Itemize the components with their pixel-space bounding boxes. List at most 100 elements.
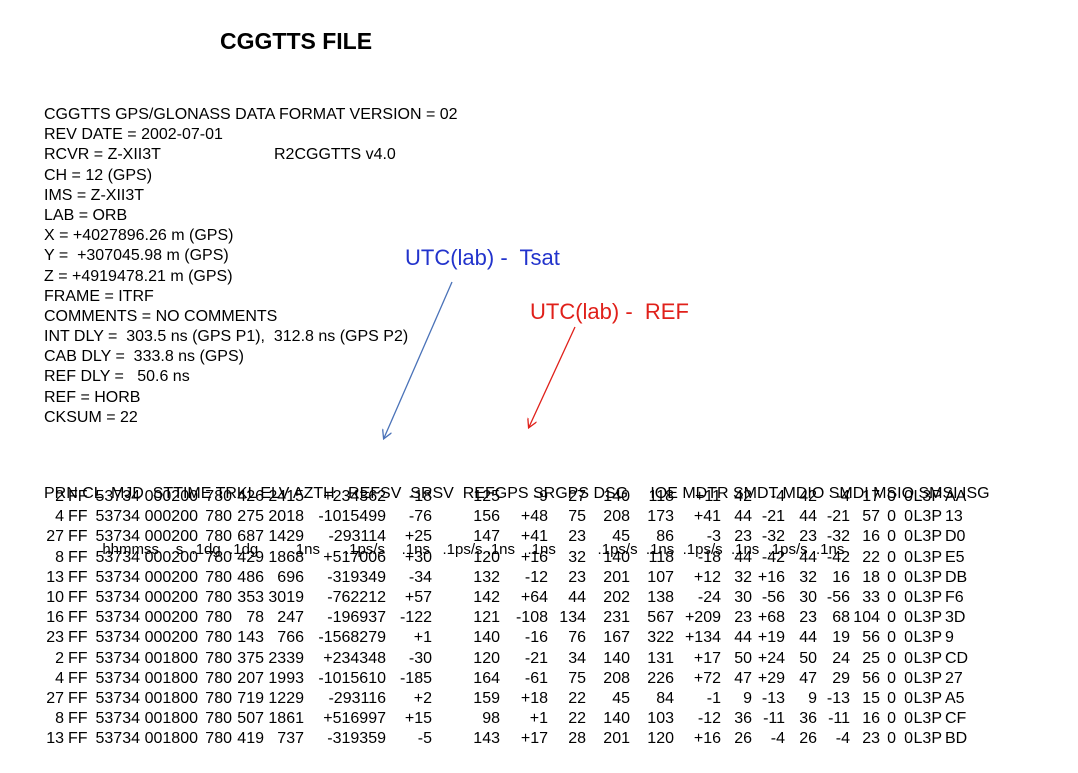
table-cell: -122 <box>399 609 432 627</box>
table-cell: -21 <box>761 508 785 526</box>
table-cell: 138 <box>647 589 674 607</box>
table-cell: FF <box>68 589 88 607</box>
table-cell: 53734 <box>95 629 141 647</box>
table-cell: 53734 <box>95 730 141 748</box>
table-cell: 26 <box>799 730 817 748</box>
table-cell: 0 <box>887 548 896 566</box>
table-cell: 275 <box>237 508 264 526</box>
table-cell: 104 <box>853 609 880 627</box>
table-cell: 33 <box>862 589 880 607</box>
table-cell: 32 <box>734 568 752 586</box>
table-cell: -56 <box>826 589 850 607</box>
table-cell: +16 <box>520 548 548 566</box>
table-cell: 208 <box>603 669 630 687</box>
table-cell: 103 <box>647 710 674 728</box>
table-cell: 0 <box>887 649 896 667</box>
table-cell: 23 <box>862 730 880 748</box>
table-cell: +17 <box>520 730 548 748</box>
table-cell: 23 <box>734 528 752 546</box>
table-cell: 32 <box>568 548 586 566</box>
table-cell: L3P <box>913 629 942 647</box>
table-cell: 45 <box>612 528 630 546</box>
table-cell: 120 <box>473 649 500 667</box>
table-cell: 23 <box>799 609 817 627</box>
header-line: LAB = ORB <box>44 206 128 224</box>
table-cell: 0 <box>904 730 913 748</box>
table-cell: 121 <box>473 609 500 627</box>
table-cell: 84 <box>656 690 674 708</box>
table-cell: 0 <box>887 710 896 728</box>
table-cell: 27 <box>945 669 963 687</box>
table-cell: -185 <box>399 669 432 687</box>
table-cell: 687 <box>237 528 264 546</box>
table-cell: +134 <box>684 629 721 647</box>
table-cell: 68 <box>832 609 850 627</box>
table-cell: 143 <box>237 629 264 647</box>
table-cell: 42 <box>734 488 752 505</box>
table-cell: +72 <box>693 669 721 687</box>
table-cell: 22 <box>568 690 586 708</box>
table-cell: 143 <box>473 730 500 748</box>
table-cell: +41 <box>693 508 721 526</box>
table-cell: F6 <box>945 589 964 607</box>
table-cell: 140 <box>603 649 630 667</box>
table-cell: L3P <box>913 589 942 607</box>
table-cell: -4 <box>770 730 785 748</box>
table-cell: +64 <box>520 589 548 607</box>
table-cell: -56 <box>761 589 785 607</box>
table-cell: E5 <box>945 548 965 566</box>
table-cell: -21 <box>826 508 850 526</box>
table-cell: -32 <box>826 528 850 546</box>
table-cell: 18 <box>862 568 880 586</box>
table-cell: 26 <box>734 730 752 748</box>
table-cell: +68 <box>757 609 785 627</box>
header-line: RCVR = Z-XII3T <box>44 146 161 164</box>
table-cell: 1229 <box>268 690 304 708</box>
table-cell: 201 <box>603 568 630 586</box>
table-cell: 0 <box>904 629 913 647</box>
table-cell: 207 <box>237 669 264 687</box>
table-cell: 98 <box>482 710 500 728</box>
table-cell: 0 <box>904 508 913 526</box>
table-cell: 208 <box>603 508 630 526</box>
table-cell: 0 <box>887 568 896 586</box>
table-cell: 780 <box>205 548 232 566</box>
table-cell: -61 <box>524 669 548 687</box>
table-cell: L3P <box>913 548 942 566</box>
table-cell: L3P <box>913 710 942 728</box>
table-cell: -319359 <box>327 730 386 748</box>
table-cell: DB <box>945 568 968 586</box>
table-cell: +516997 <box>323 710 386 728</box>
table-cell: -108 <box>515 609 548 627</box>
table-cell: FF <box>68 649 88 667</box>
table-cell: 44 <box>568 589 586 607</box>
table-cell: +1 <box>413 629 432 647</box>
table-cell: 3D <box>945 609 966 627</box>
table-cell: 107 <box>647 568 674 586</box>
table-cell: 53734 <box>95 508 141 526</box>
table-cell: +29 <box>757 669 785 687</box>
header-line: COMMENTS = NO COMMENTS <box>44 307 278 325</box>
table-cell: 36 <box>734 710 752 728</box>
table-cell: 142 <box>473 589 500 607</box>
table-cell: -11 <box>763 710 785 728</box>
table-cell: 44 <box>734 629 752 647</box>
table-cell: 780 <box>205 488 232 505</box>
table-cell: 57 <box>862 508 880 526</box>
table-cell: FF <box>68 528 88 546</box>
table-cell: -762212 <box>327 589 386 607</box>
table-cell: -196937 <box>327 609 386 627</box>
table-cell: BD <box>945 730 968 748</box>
table-cell: 30 <box>799 589 817 607</box>
column-headings: PRN CL MJD STTIME TRKL ELV AZTH REFSV SR… <box>44 448 1044 578</box>
table-cell: 44 <box>734 508 752 526</box>
table-row: 2 FF 53734 001800 780 375 2339 +234348 -30 120 -21… <box>44 649 968 669</box>
table-cell: 53734 <box>95 669 141 687</box>
table-row: 4 FF 53734 001800 780 207 1993 -1015610 -185 164 -… <box>44 669 968 689</box>
table-cell: 000200 <box>144 508 198 526</box>
table-cell: FF <box>68 568 88 586</box>
table-cell: 53734 <box>95 609 141 627</box>
table-cell: -4 <box>835 730 850 748</box>
table-cell: 29 <box>832 669 850 687</box>
table-cell: 19 <box>832 629 850 647</box>
